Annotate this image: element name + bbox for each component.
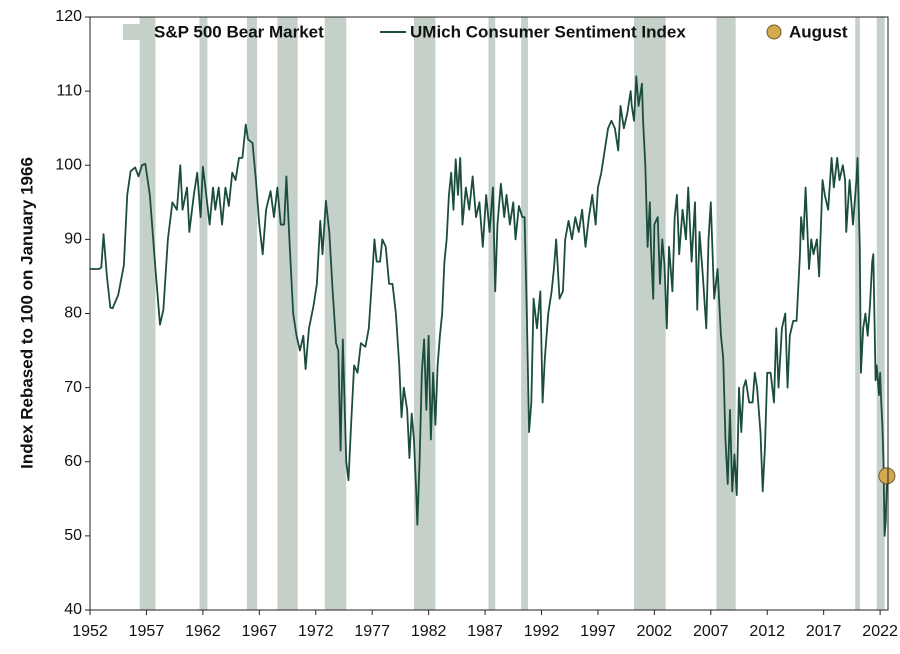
bear-market-band <box>199 17 208 610</box>
x-tick-label: 1957 <box>129 623 165 640</box>
bear-market-band <box>521 17 528 610</box>
x-tick-label: 1987 <box>467 623 503 640</box>
bear-market-band <box>488 17 496 610</box>
x-tick-label: 1977 <box>354 623 390 640</box>
y-tick-label: 50 <box>64 527 82 544</box>
legend: S&P 500 Bear Market UMich Consumer Senti… <box>123 22 848 41</box>
x-tick-label: 2017 <box>806 623 842 640</box>
y-tick-label: 100 <box>55 156 82 173</box>
y-tick-label: 110 <box>56 82 82 99</box>
legend-swatch <box>123 24 150 40</box>
x-tick-label: 1972 <box>298 623 334 640</box>
x-tick-label: 2012 <box>749 623 785 640</box>
lines <box>90 75 896 537</box>
x-tick-label: 1997 <box>580 623 616 640</box>
x-tick-label: 1967 <box>242 623 278 640</box>
legend-label: August <box>789 22 848 41</box>
bear-market-band <box>277 17 298 610</box>
axes: 40 50 60 70 80 90 100 110 120 1952 1957 1962 1967 197… <box>55 8 898 640</box>
x-tick-label: 1982 <box>411 623 447 640</box>
legend-label: S&P 500 Bear Market <box>154 22 324 41</box>
bear-market-band <box>246 17 258 610</box>
x-tick-label: 2007 <box>693 623 729 640</box>
x-tick-label: 1992 <box>524 623 560 640</box>
x-tick-label: 2002 <box>637 623 673 640</box>
sentiment-line <box>90 75 888 537</box>
x-tick-label: 1962 <box>185 623 221 640</box>
bear-market-band <box>634 17 666 610</box>
y-tick-label: 90 <box>64 231 82 248</box>
bear-market-band <box>324 17 347 610</box>
bear-market-band <box>139 17 156 610</box>
bear-market-band <box>876 17 885 610</box>
x-tick-label: 2022 <box>862 623 898 640</box>
legend-label: UMich Consumer Sentiment Index <box>410 22 686 41</box>
y-tick-label: 60 <box>64 453 82 470</box>
august-point <box>878 467 896 485</box>
y-tick-label: 70 <box>64 379 82 396</box>
plot-frame <box>89 16 889 611</box>
legend-swatch <box>766 24 782 40</box>
y-tick-label: 120 <box>55 8 82 25</box>
y-axis-title: Index Rebased to 100 on January 1966 <box>17 157 36 469</box>
bear-market-band <box>855 17 860 610</box>
bands <box>139 17 885 610</box>
x-tick-label: 1952 <box>72 623 108 640</box>
y-tick-label: 40 <box>64 601 82 618</box>
y-tick-label: 80 <box>64 305 82 322</box>
